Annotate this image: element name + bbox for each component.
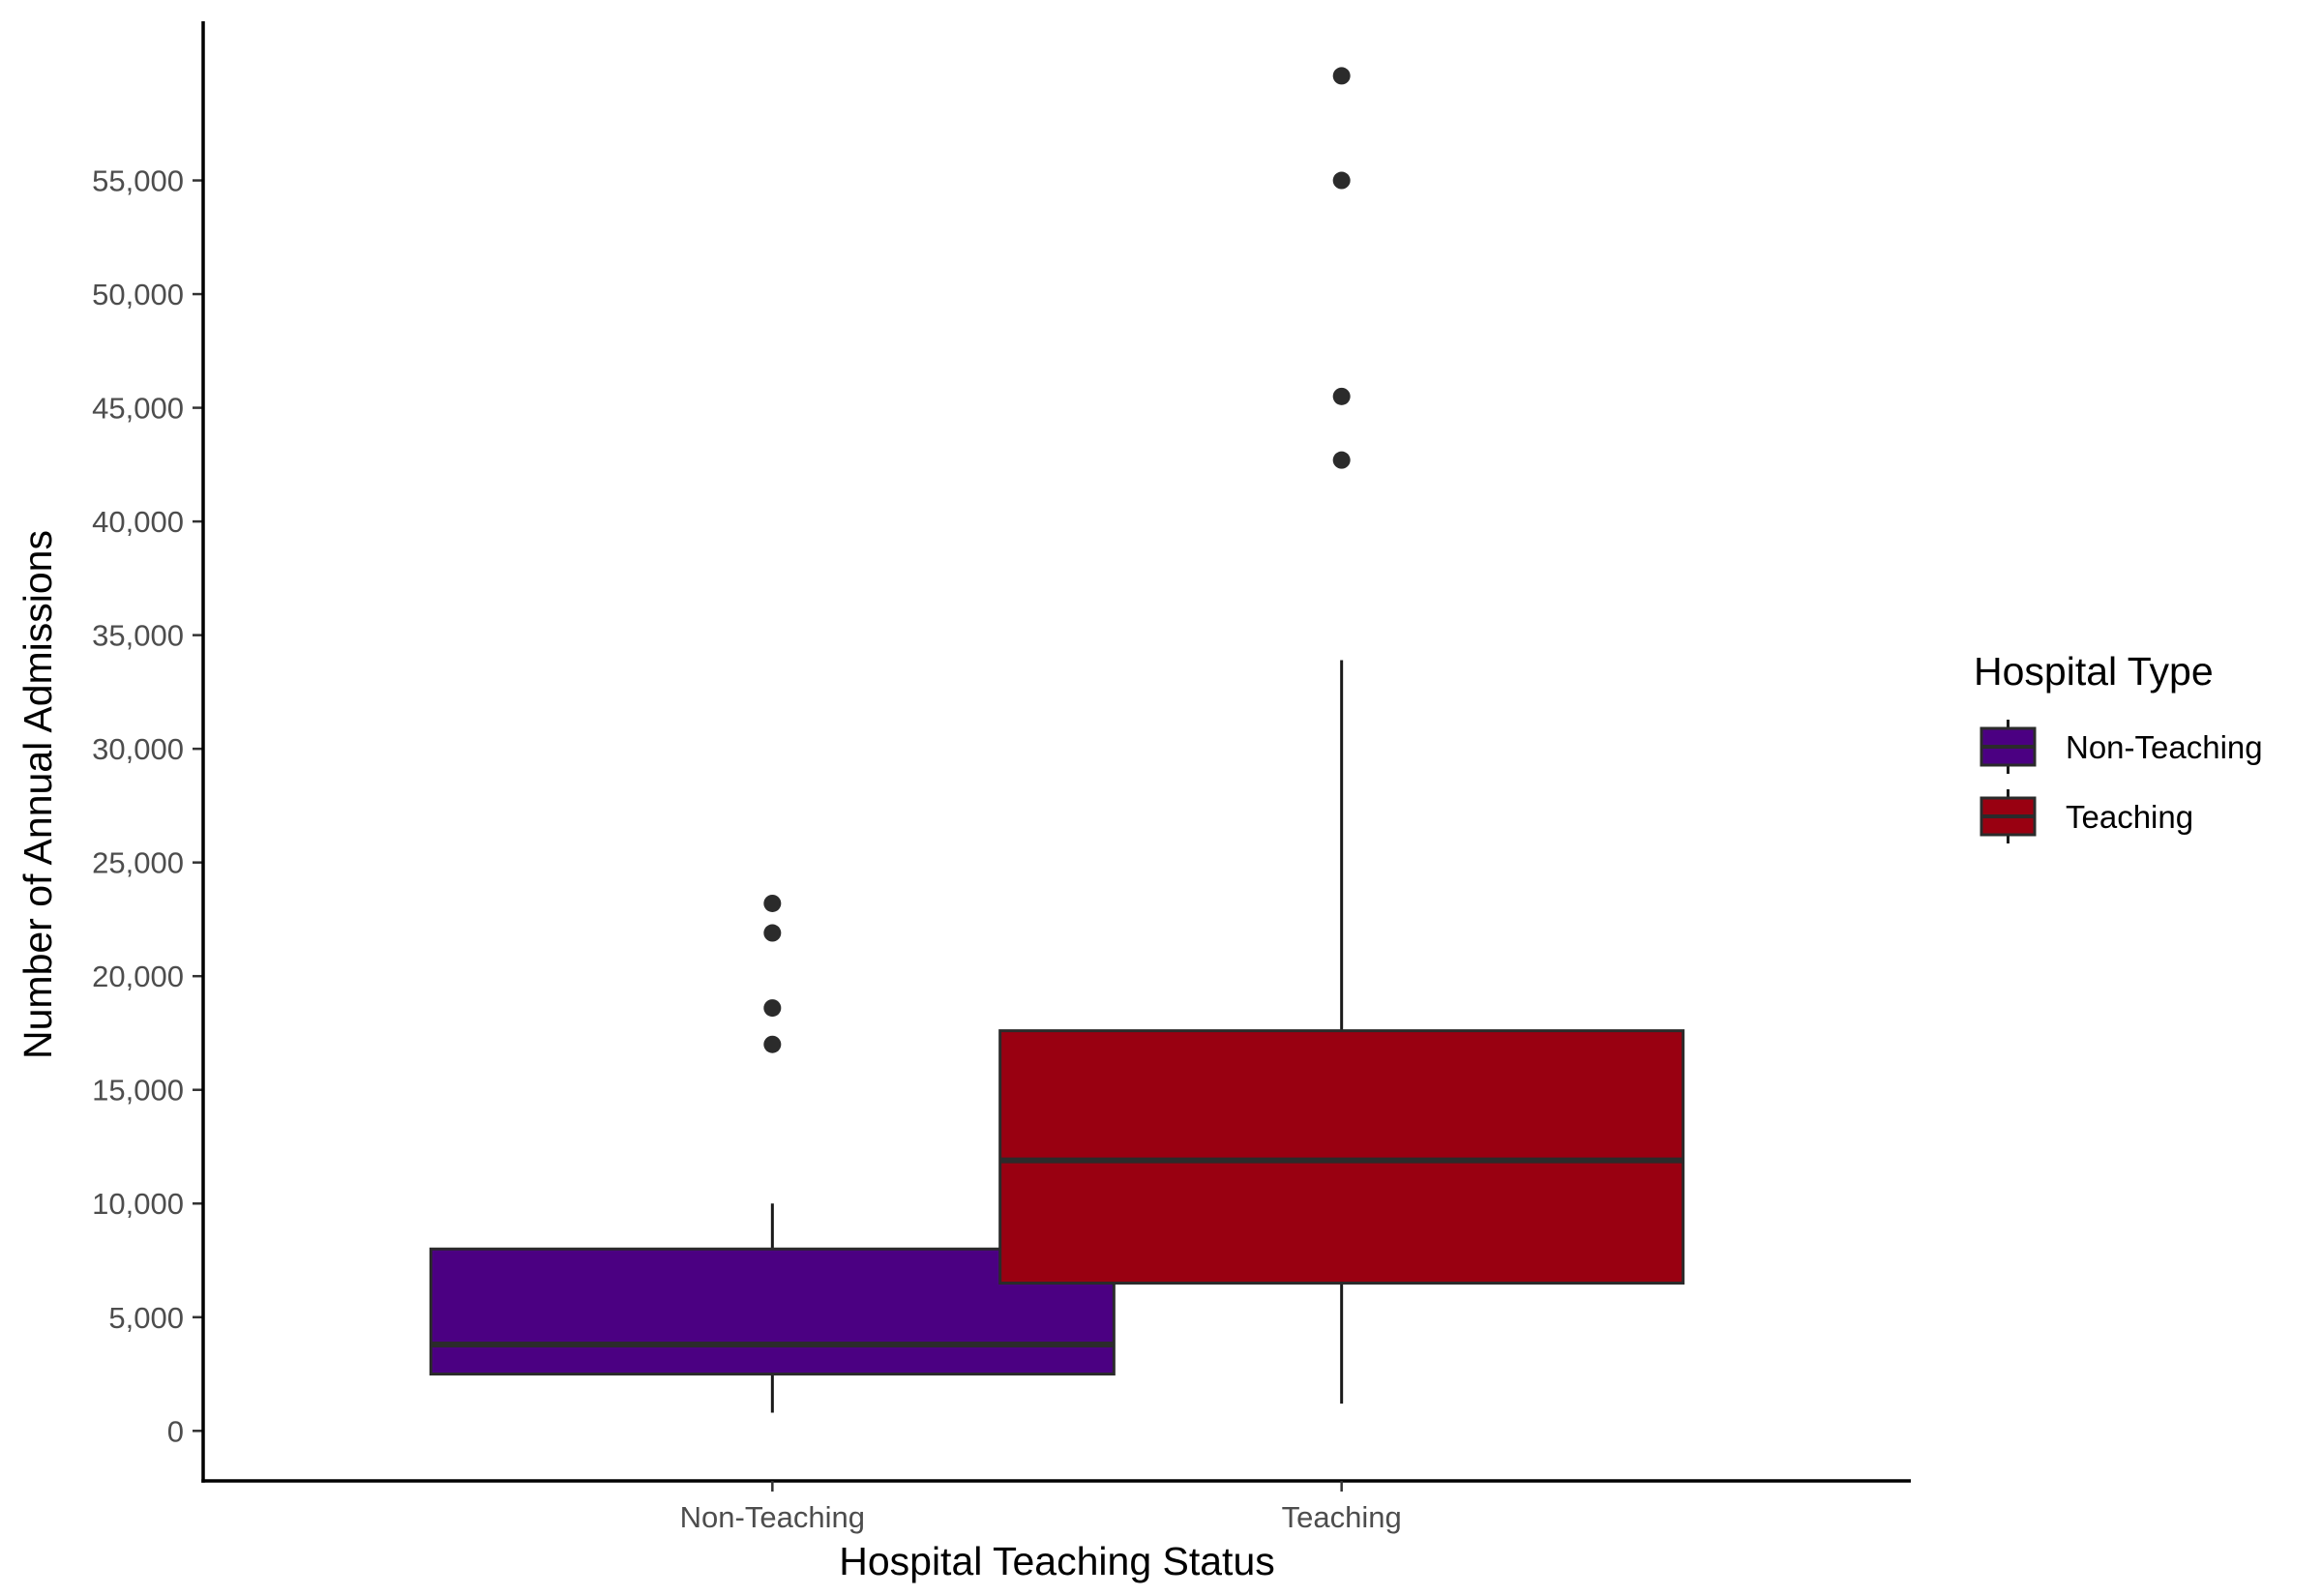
y-tick-label: 5,000: [108, 1301, 184, 1335]
legend-label: Non-Teaching: [2066, 729, 2263, 765]
box-group: [998, 67, 1685, 1404]
outlier-point: [1332, 67, 1351, 85]
y-tick-label: 50,000: [92, 278, 184, 311]
y-axis-title: Number of Annual Admissions: [15, 530, 60, 1059]
y-tick-label: 25,000: [92, 846, 184, 880]
legend-items: Non-Teaching Teaching: [1980, 720, 2263, 843]
outlier-point: [763, 924, 782, 942]
y-tick-label: 30,000: [92, 732, 184, 766]
outlier-point: [763, 999, 782, 1018]
y-tick-label: 35,000: [92, 619, 184, 653]
outlier-point: [1332, 171, 1351, 190]
outlier-point: [1332, 387, 1351, 405]
x-tick-label: Teaching: [1282, 1500, 1402, 1534]
legend: Hospital Type Non-Teaching Teaching: [1974, 649, 2263, 843]
outlier-point: [763, 1035, 782, 1053]
x-axis-title: Hospital Teaching Status: [839, 1539, 1275, 1583]
x-axis-ticks: Non-Teaching Teaching: [680, 1481, 1402, 1534]
y-tick-label: 55,000: [92, 164, 184, 198]
legend-title: Hospital Type: [1974, 649, 2214, 694]
y-tick-label: 10,000: [92, 1187, 184, 1221]
box-plots: [429, 67, 1685, 1413]
y-tick-label: 40,000: [92, 505, 184, 539]
axes: [201, 21, 1911, 1483]
y-tick-label: 20,000: [92, 960, 184, 993]
outlier-point: [1332, 451, 1351, 469]
outlier-point: [763, 894, 782, 912]
x-tick-label: Non-Teaching: [680, 1500, 865, 1534]
y-tick-label: 45,000: [92, 392, 184, 426]
legend-item: Non-Teaching: [1980, 720, 2263, 774]
legend-label: Teaching: [2066, 799, 2193, 835]
y-tick-label: 0: [167, 1414, 184, 1448]
y-tick-label: 15,000: [92, 1074, 184, 1108]
box-iqr: [998, 1029, 1685, 1286]
y-axis-ticks: 0 5,000 10,000 15,000 20,000 25,000 30,000 35,0…: [92, 164, 203, 1448]
legend-item: Teaching: [1980, 789, 2193, 843]
